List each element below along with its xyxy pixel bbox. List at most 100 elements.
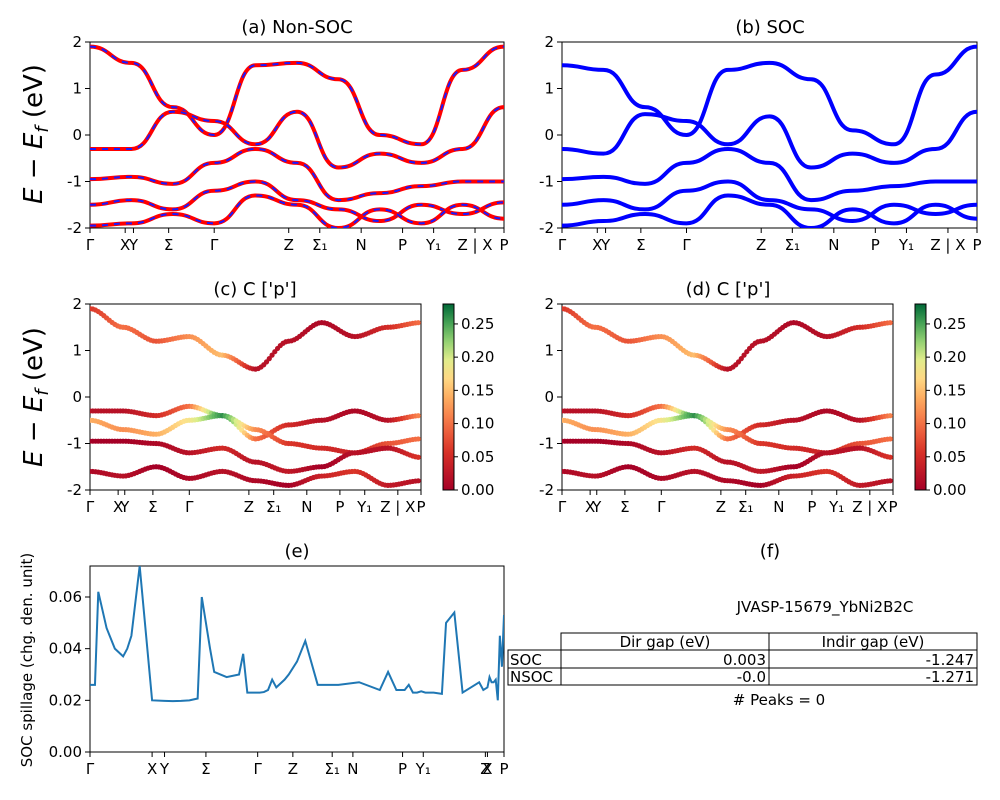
projected-point <box>266 356 272 362</box>
x-tick-label: Σ <box>201 760 210 778</box>
ylabel-energy-middle: E − Ef (eV) <box>19 327 53 467</box>
title-panel-b: (b) SOC <box>735 17 804 38</box>
x-tick-label: P <box>335 498 344 516</box>
x-tick-label: Y₁ <box>898 236 914 254</box>
x-tick-label: Σ₁ <box>738 498 754 516</box>
x-tick-label: Z | X <box>457 236 492 254</box>
projected-point <box>887 478 893 484</box>
x-tick-label: Z <box>244 498 254 516</box>
title-panel-e: (e) <box>284 541 309 562</box>
x-tick-label: N <box>301 498 312 516</box>
title-panel-d: (d) C ['p'] <box>686 279 771 300</box>
band-lines <box>90 44 504 228</box>
y-tick-label: 2 <box>544 33 554 51</box>
band-line-soc <box>562 109 977 170</box>
x-tick-label: Z <box>284 236 294 254</box>
x-tick-label: X <box>592 236 602 254</box>
y-tick-label: 0.06 <box>49 588 82 606</box>
colorbar-tick-label: 0.10 <box>933 415 966 433</box>
x-tick-label: Γ <box>86 236 95 254</box>
colorbar-d: 0.00 0.05 0.10 0.15 0.20 0.25 <box>914 303 966 499</box>
colorbar-tick-label: 0.10 <box>461 415 494 433</box>
y-tick-label: -2 <box>67 219 82 237</box>
band-line-nonsoc <box>90 105 504 170</box>
y-tick-label: -2 <box>539 219 554 237</box>
plot-frame <box>561 303 894 491</box>
x-tick-label: N <box>356 236 367 254</box>
x-tick-label: Y₁ <box>415 760 431 778</box>
projected-point <box>887 320 893 326</box>
x-tick-label: Γ <box>185 498 194 516</box>
projected-point <box>887 436 893 442</box>
title-panel-c: (c) C ['p'] <box>213 279 296 300</box>
x-tick-label: N <box>347 760 358 778</box>
x-tick-label: Γ <box>657 498 666 516</box>
x-tick-label: P <box>499 760 508 778</box>
y-tick-label: 1 <box>544 80 554 98</box>
colorbar-tick-label: 0.20 <box>933 348 966 366</box>
colorbar-tick-label: 0.05 <box>461 448 494 466</box>
x-tick-label: Z <box>716 498 726 516</box>
y-tick-label: 0 <box>544 126 554 144</box>
x-tick-label: Y₁ <box>356 498 372 516</box>
x-tick-label: X <box>585 498 595 516</box>
projected-point <box>269 352 275 358</box>
colorbar-c: 0.00 0.05 0.10 0.15 0.20 0.25 <box>442 303 494 499</box>
y-tick-label: 0.04 <box>49 640 82 658</box>
y-tick-label: -1 <box>539 435 554 453</box>
spillage-line <box>90 566 504 703</box>
x-tick-label: Σ₁ <box>312 236 328 254</box>
table-header-dir: Dir gap (eV) <box>620 633 711 651</box>
table-row-label: SOC <box>510 651 542 669</box>
x-tick-label: Y₁ <box>425 236 441 254</box>
band-line-soc <box>562 146 977 203</box>
x-tick-label: X <box>482 760 492 778</box>
y-tick-label: 0.00 <box>49 743 82 761</box>
ylabel-spillage: SOC spillage (chg. den. unit) <box>18 553 36 768</box>
projected-point <box>887 413 893 419</box>
colorbar-tick-label: 0.15 <box>461 381 494 399</box>
x-tick-label: Z <box>480 760 490 778</box>
peaks-label: # Peaks = 0 <box>733 691 825 709</box>
plot-frame <box>89 565 505 753</box>
x-tick-label: Γ <box>558 236 567 254</box>
projected-point <box>415 454 421 460</box>
band-line-soc-overlay <box>90 194 504 228</box>
x-tick-label: P <box>398 760 407 778</box>
x-tick-label: Γ <box>253 760 262 778</box>
band-line-soc <box>562 193 977 228</box>
x-tick-label: P <box>807 498 816 516</box>
projected-point <box>415 320 421 326</box>
ylabel-energy-top: E − Ef (eV) <box>19 64 53 204</box>
colorbar-tick-label: 0.15 <box>933 381 966 399</box>
x-tick-label: Σ₁ <box>785 236 801 254</box>
panel-b-soc-bands: -2 -1 0 1 2 Γ XY Σ Γ Z Σ₁ N P Y₁ Z | X P <box>539 33 981 254</box>
colorbar-tick-label: 0.25 <box>461 315 494 333</box>
x-tick-label: Σ <box>148 498 157 516</box>
band-line-soc <box>562 44 977 147</box>
projected-point <box>415 413 421 419</box>
band-lines <box>562 44 977 228</box>
x-tick-label: Σ <box>636 236 645 254</box>
x-tick-label: Z | X <box>380 498 415 516</box>
y-tick-label: -1 <box>67 435 82 453</box>
y-tick-label: 2 <box>72 295 82 313</box>
band-line-soc-overlay <box>90 45 504 146</box>
x-tick-label: Σ₁ <box>266 498 282 516</box>
x-tick-label: Γ <box>86 498 95 516</box>
band-line-soc-overlay <box>90 147 504 202</box>
projected-point <box>887 454 893 460</box>
x-tick-label: Σ <box>164 236 173 254</box>
projected-point <box>415 478 421 484</box>
band-line-soc <box>562 179 977 224</box>
y-tick-label: -2 <box>67 481 82 499</box>
band-line-soc-overlay <box>90 180 504 223</box>
plot-frame <box>561 41 978 229</box>
x-tick-label: Y <box>128 236 139 254</box>
x-tick-label: Y <box>600 236 611 254</box>
y-tick-label: 0.02 <box>49 691 82 709</box>
projected-point <box>738 356 744 362</box>
x-tick-label: Z | X <box>930 236 965 254</box>
x-tick-label: N <box>773 498 784 516</box>
